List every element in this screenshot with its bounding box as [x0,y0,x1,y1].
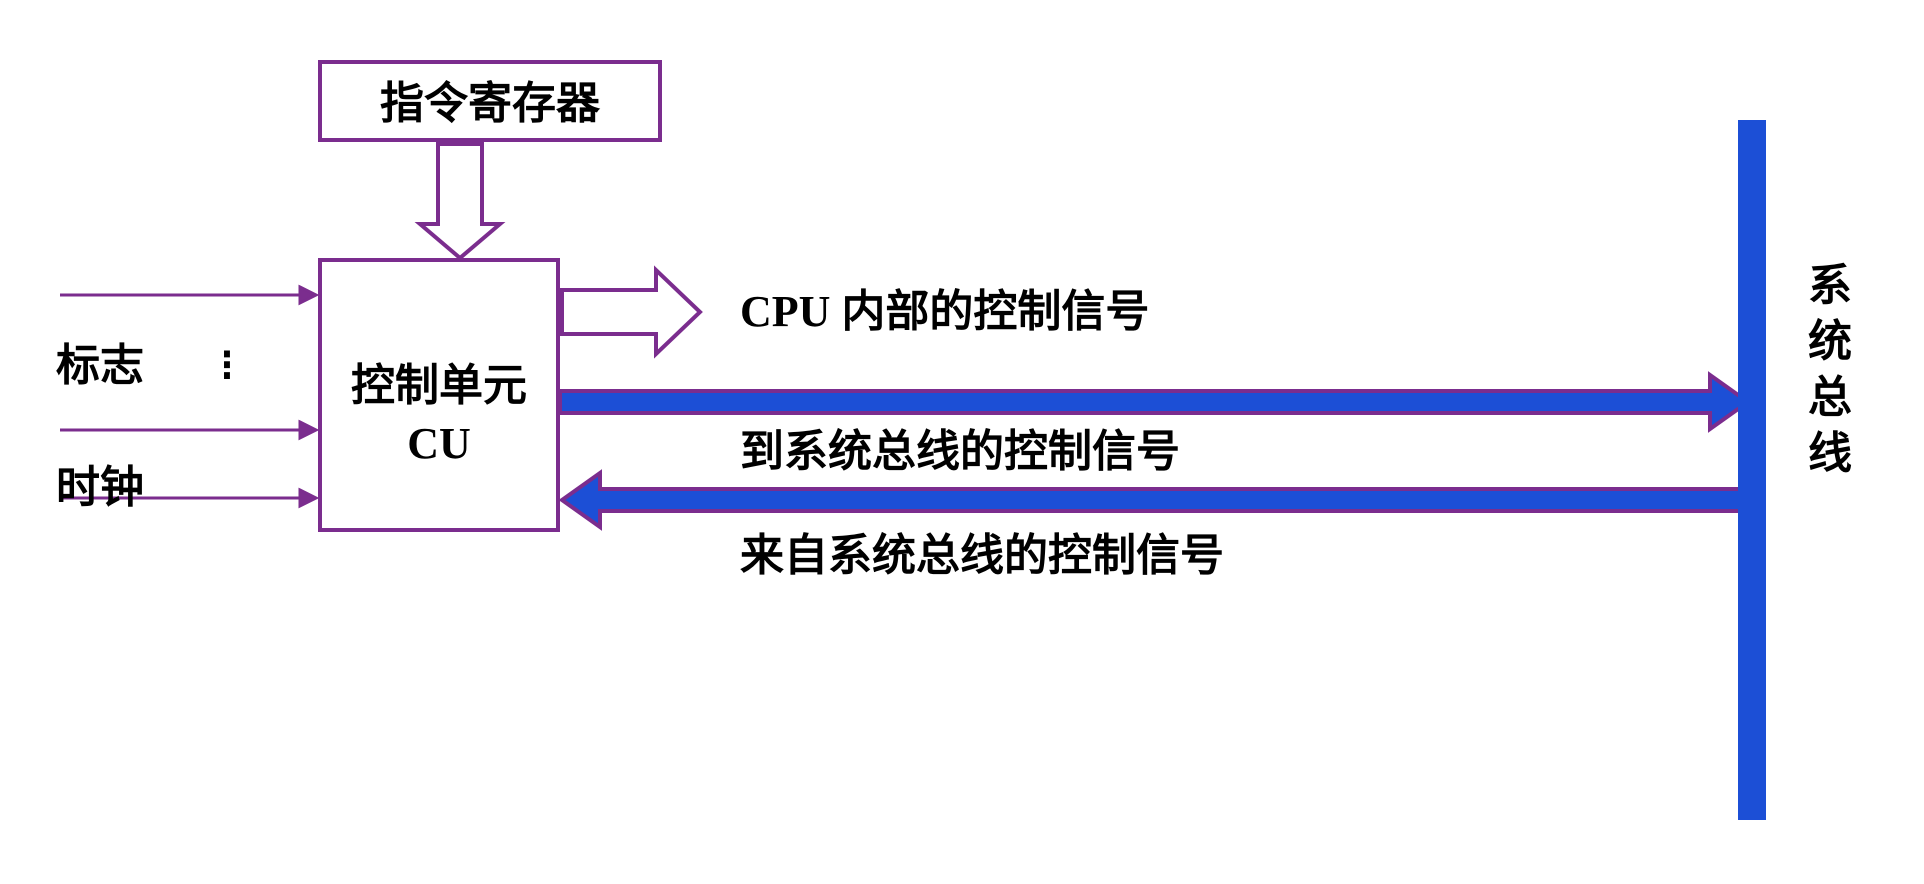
arrow-to-bus [560,375,1748,429]
system-bus-bar [1738,120,1766,820]
dots-label: ⁝ [220,341,234,390]
system-bus-label-2: 统 [1808,317,1852,366]
cu-label-2: CU [407,419,471,468]
flags-label: 标志 [56,341,144,390]
block-arrow-right [562,270,700,354]
internal-signal-label: CPU 内部的控制信号 [740,287,1149,336]
instr-reg-label: 指令寄存器 [380,79,601,128]
system-bus-label-4: 线 [1808,429,1852,478]
from-bus-label: 来自系统总线的控制信号 [740,531,1224,580]
block-arrow-down [420,144,500,258]
to-bus-label: 到系统总线的控制信号 [740,427,1180,476]
arrow-from-bus [562,473,1748,527]
system-bus-label-1: 系 [1808,261,1852,310]
cu-label-1: 控制单元 [351,361,527,410]
system-bus-label-3: 总 [1808,373,1852,422]
diagram-root: 指令寄存器 控制单元 CU ⁝ 标志 时钟 CPU 内部的控制信号 到系统总线的… [0,0,1924,884]
clock-label: 时钟 [56,463,144,512]
